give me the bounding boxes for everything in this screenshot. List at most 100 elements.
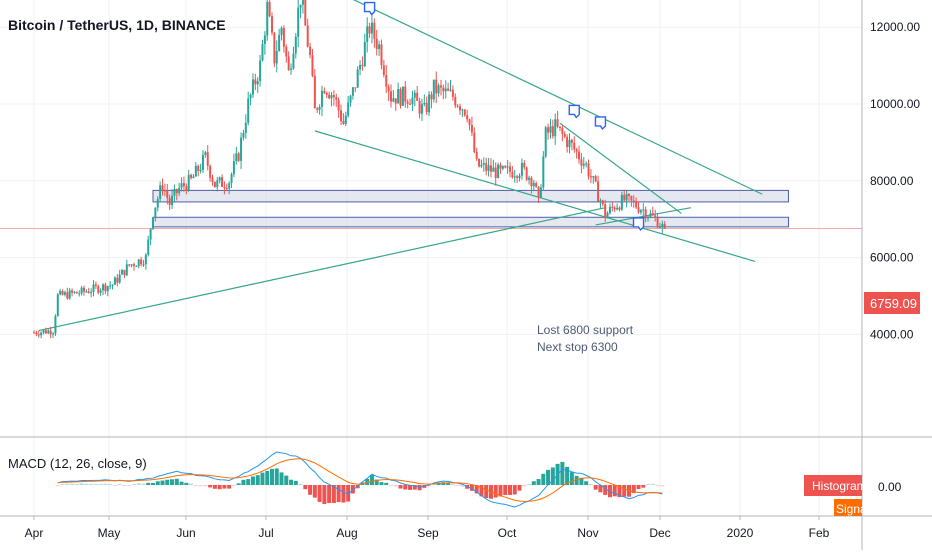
candle-body bbox=[221, 177, 224, 187]
macd-histogram-bar bbox=[374, 479, 379, 485]
chart-title: Bitcoin / TetherUS, 1D, BINANCE bbox=[8, 17, 226, 33]
candle-body bbox=[616, 207, 619, 210]
macd-histogram-bar bbox=[222, 485, 227, 489]
macd-histogram-bar bbox=[498, 485, 503, 497]
macd-histogram-bar bbox=[155, 481, 160, 485]
candle-body bbox=[232, 161, 235, 175]
candle-body bbox=[354, 87, 357, 89]
candle-body bbox=[320, 90, 323, 107]
candle-body bbox=[494, 167, 497, 178]
candle-body bbox=[218, 177, 221, 181]
candle-body bbox=[663, 223, 666, 229]
candle-body bbox=[387, 86, 390, 92]
macd-histogram-bar bbox=[550, 467, 555, 485]
candle-body bbox=[56, 294, 59, 316]
candle-body bbox=[309, 46, 312, 56]
macd-histogram-bar bbox=[231, 485, 236, 486]
candle-body bbox=[75, 291, 78, 294]
candle-body bbox=[47, 330, 50, 334]
grid bbox=[0, 0, 862, 516]
macd-histogram-bar bbox=[236, 483, 241, 485]
candle-body bbox=[247, 98, 250, 123]
candle-body bbox=[623, 194, 626, 201]
macd-histogram-bar bbox=[289, 479, 294, 485]
price-zone bbox=[152, 189, 789, 203]
pin-marker-icon bbox=[363, 1, 376, 16]
last-price-box bbox=[864, 292, 920, 314]
candle-body bbox=[661, 223, 664, 228]
candle-body bbox=[63, 292, 66, 295]
macd-histogram-bar bbox=[384, 482, 389, 485]
macd-histogram-bar bbox=[203, 485, 208, 487]
candle-body bbox=[542, 156, 545, 188]
candle-body bbox=[449, 89, 452, 91]
candle-body bbox=[313, 75, 316, 109]
macd-histogram-bar bbox=[574, 475, 579, 485]
macd-histogram-bar bbox=[336, 485, 341, 503]
candle-body bbox=[578, 151, 581, 160]
macd-histogram-bar bbox=[250, 476, 255, 485]
candle-body bbox=[349, 95, 352, 103]
candle-body bbox=[292, 53, 295, 69]
candle-body bbox=[409, 103, 412, 105]
candle-body bbox=[385, 75, 388, 87]
candle-body bbox=[37, 334, 40, 336]
candle-body bbox=[211, 177, 214, 182]
signal-label-box bbox=[834, 499, 862, 516]
macd-histogram-bar bbox=[317, 485, 322, 502]
macd-histogram-bar bbox=[331, 485, 336, 504]
candle-body bbox=[620, 194, 623, 210]
time-tick-label: Sep bbox=[417, 526, 439, 540]
candle-body bbox=[187, 174, 190, 191]
price-axis: 14000.0012000.0010000.008000.006000.0040… bbox=[870, 20, 920, 341]
candle-body bbox=[637, 207, 640, 213]
candle-body bbox=[439, 85, 442, 88]
candle-body bbox=[230, 174, 233, 184]
candle-body bbox=[656, 217, 659, 228]
macd-histogram-bar bbox=[227, 485, 232, 489]
candle-body bbox=[597, 181, 600, 202]
candle-body bbox=[290, 68, 293, 70]
candle-body bbox=[180, 183, 183, 188]
candle-body bbox=[68, 290, 71, 299]
macd-histogram-bar bbox=[127, 485, 132, 486]
pin-marker-shape bbox=[568, 104, 580, 119]
candle-body bbox=[456, 105, 459, 107]
macd-histogram-bar bbox=[212, 485, 217, 489]
candle-body bbox=[532, 183, 535, 187]
macd-histogram-bar bbox=[327, 485, 332, 504]
macd-histogram-bar bbox=[598, 485, 603, 493]
candle-body bbox=[237, 153, 240, 161]
candle-body bbox=[113, 277, 116, 285]
candle-body bbox=[123, 269, 126, 276]
price-tick-label: 8000.00 bbox=[870, 174, 914, 188]
macd-histogram-bar bbox=[569, 472, 574, 485]
candle-body bbox=[332, 95, 335, 98]
candle-body bbox=[492, 167, 495, 172]
candle-body bbox=[566, 136, 569, 148]
candle-body bbox=[480, 164, 483, 167]
candle-body bbox=[575, 149, 578, 152]
candle-body bbox=[240, 137, 243, 161]
candle-body bbox=[635, 201, 638, 208]
candle-body bbox=[190, 174, 193, 179]
candle-body bbox=[111, 284, 114, 286]
macd-histogram-bar bbox=[517, 485, 522, 491]
macd-histogram-bar bbox=[560, 461, 565, 485]
candle-body bbox=[213, 181, 216, 188]
candle-body bbox=[430, 94, 433, 100]
time-tick-label: May bbox=[98, 526, 121, 540]
candle-body bbox=[61, 290, 64, 295]
candle-body bbox=[97, 286, 100, 293]
macd-zero-tick: 0.00 bbox=[878, 480, 902, 494]
candle-body bbox=[630, 195, 633, 201]
macd-histogram-bar bbox=[612, 485, 617, 497]
candle-body bbox=[473, 132, 476, 152]
candle-body bbox=[573, 142, 576, 150]
macd-histogram-bar bbox=[193, 485, 198, 487]
macd-histogram-bar bbox=[274, 468, 279, 485]
macd-histogram-bar bbox=[165, 479, 170, 485]
candle-body bbox=[87, 291, 90, 293]
